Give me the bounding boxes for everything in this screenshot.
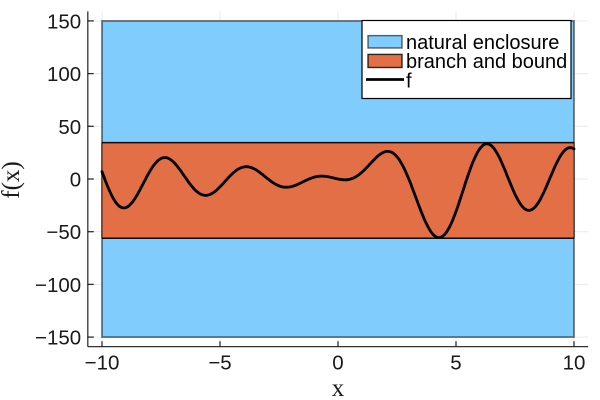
svg-text:5: 5 bbox=[450, 351, 461, 374]
svg-text:−10: −10 bbox=[85, 351, 120, 374]
svg-text:50: 50 bbox=[58, 116, 81, 139]
svg-text:0: 0 bbox=[332, 351, 343, 374]
svg-text:−150: −150 bbox=[35, 327, 81, 350]
svg-text:natural enclosure: natural enclosure bbox=[406, 32, 559, 54]
svg-text:100: 100 bbox=[47, 63, 81, 86]
svg-text:−5: −5 bbox=[208, 351, 231, 374]
svg-text:f: f bbox=[406, 71, 412, 93]
svg-text:0: 0 bbox=[70, 169, 81, 192]
svg-text:10: 10 bbox=[563, 351, 586, 374]
svg-text:f(x): f(x) bbox=[0, 161, 25, 198]
svg-text:150: 150 bbox=[47, 10, 81, 33]
svg-text:x: x bbox=[332, 375, 345, 400]
svg-text:−50: −50 bbox=[46, 221, 81, 244]
svg-text:branch and bound: branch and bound bbox=[406, 51, 567, 73]
svg-text:−100: −100 bbox=[35, 274, 81, 297]
